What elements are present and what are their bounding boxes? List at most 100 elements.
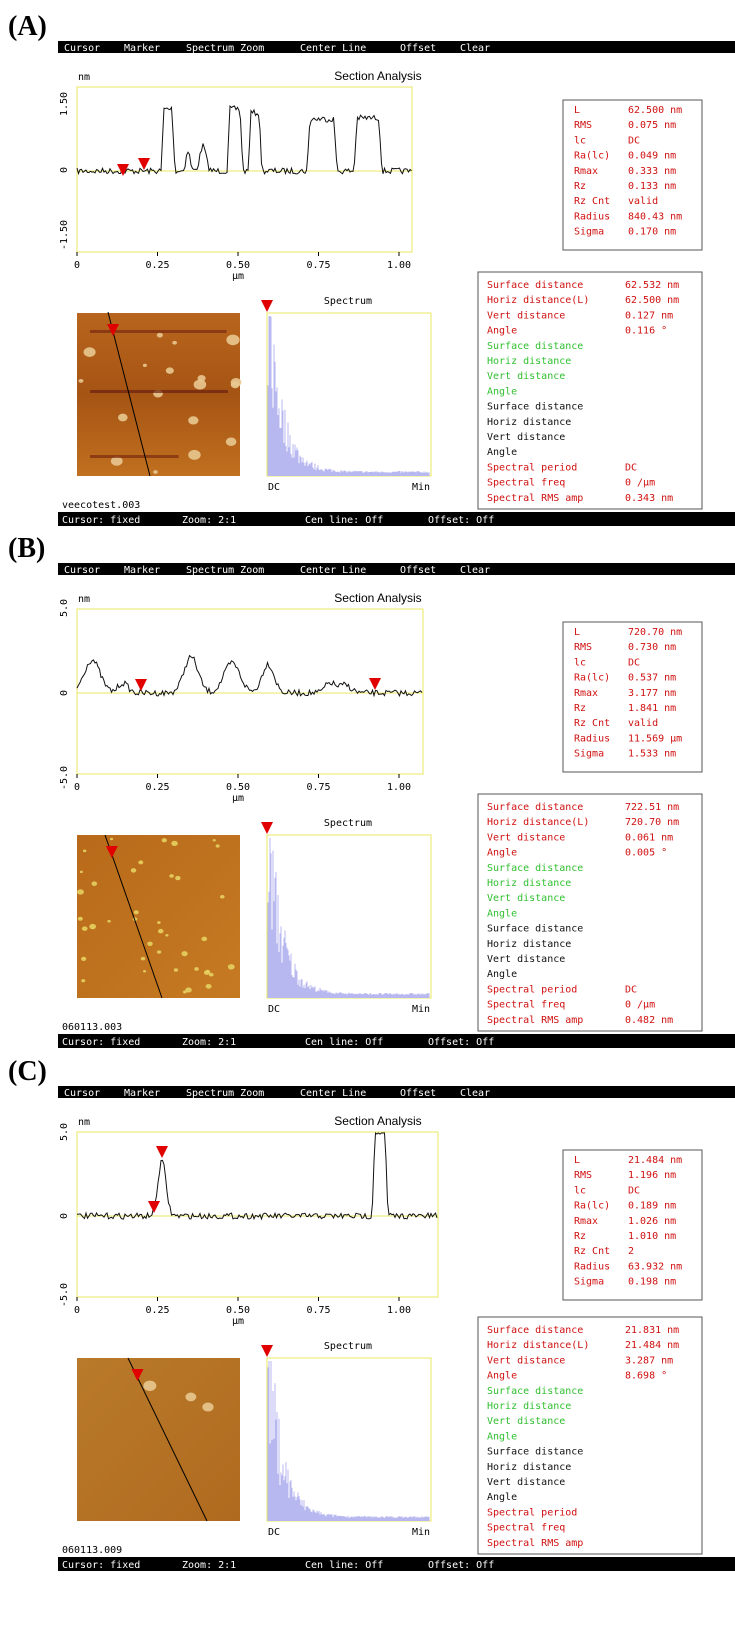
afm-grain (172, 340, 178, 345)
status-bar (58, 1557, 735, 1571)
stat-value: 2 (628, 1246, 634, 1257)
measure-label: Surface distance (487, 1447, 583, 1458)
afm-image (77, 1358, 240, 1521)
stat-value: 1.196 nm (628, 1170, 676, 1181)
afm-grain (188, 449, 201, 460)
stat-value: 0.198 nm (628, 1277, 676, 1288)
stat-label: RMS (574, 1170, 592, 1181)
measure-value: 0.343 nm (625, 493, 673, 504)
menu-item[interactable]: Center Line (300, 565, 366, 576)
menu-item[interactable]: Cursor (64, 1088, 100, 1099)
afm-grain (175, 875, 181, 881)
y-tick-label: 0 (59, 167, 70, 173)
measure-value: 21.484 nm (625, 1340, 679, 1351)
status-item: Cursor: fixed (62, 1560, 140, 1571)
measure-label: Spectral RMS amp (487, 493, 583, 504)
measure-value: 21.831 nm (625, 1325, 679, 1336)
measure-label: Horiz distance (487, 878, 571, 889)
afm-grain (202, 1402, 214, 1412)
stat-label: lc (574, 1185, 586, 1196)
panel-label: (A) (8, 11, 47, 42)
x-tick-label: 1.00 (387, 1305, 411, 1316)
measure-label: Horiz distance (487, 1401, 571, 1412)
afm-grain (107, 919, 111, 923)
menu-item[interactable]: Marker (124, 565, 160, 576)
measure-value: 0.005 ° (625, 848, 667, 859)
menu-item[interactable]: Offset (400, 565, 436, 576)
x-unit: µm (232, 793, 244, 804)
scan-line (107, 311, 151, 477)
menu-item[interactable]: Clear (460, 1088, 490, 1099)
measure-label: Angle (487, 969, 517, 980)
x-unit: µm (232, 1316, 244, 1327)
measure-value: 62.500 nm (625, 295, 679, 306)
menu-item[interactable]: Offset (400, 43, 436, 54)
measure-label: Surface distance (487, 863, 583, 874)
y-tick-label: 0 (59, 690, 70, 696)
analysis-panel: (A) Cursor Marker Spectrum Zoom Center Line O… (8, 11, 735, 526)
spectrum-axis-label: DC (268, 1527, 280, 1538)
menu-item[interactable]: Center Line (300, 43, 366, 54)
afm-streak (90, 390, 229, 393)
measure-value: 3.287 nm (625, 1355, 673, 1366)
afm-grain (138, 860, 144, 865)
afm-grain (220, 894, 225, 899)
x-tick-label: 0.50 (226, 260, 250, 271)
measure-label: Vert distance (487, 954, 565, 965)
status-item: Offset: Off (428, 1560, 494, 1571)
menu-item[interactable]: Marker (124, 43, 160, 54)
menu-item[interactable]: Spectrum Zoom (186, 43, 264, 54)
x-tick-label: 0.75 (306, 1305, 330, 1316)
afm-grain (140, 956, 146, 961)
plot-title: Section Analysis (334, 1114, 421, 1128)
stat-label: Sigma (574, 1277, 604, 1288)
afm-streak (90, 455, 179, 458)
x-tick-label: 0.25 (145, 1305, 169, 1316)
stat-label: Rmax (574, 166, 598, 177)
afm-grain (185, 987, 192, 993)
x-tick-label: 0.25 (145, 260, 169, 271)
afm-grain (193, 379, 207, 390)
menu-item[interactable]: Marker (124, 1088, 160, 1099)
measure-label: Spectral freq (487, 1000, 565, 1011)
menu-item[interactable]: Cursor (64, 565, 100, 576)
measure-value: 0.116 ° (625, 326, 667, 337)
menu-item[interactable]: Center Line (300, 1088, 366, 1099)
x-tick-label: 0.50 (226, 782, 250, 793)
menu-item[interactable]: Offset (400, 1088, 436, 1099)
measure-label: Horiz distance(L) (487, 817, 589, 828)
cursor-marker (117, 164, 129, 176)
measure-label: Spectral freq (487, 478, 565, 489)
measure-label: Surface distance (487, 1386, 583, 1397)
afm-grain (143, 1380, 157, 1391)
profile-trace (76, 1132, 438, 1221)
measure-label: Angle (487, 1492, 517, 1503)
menu-item[interactable]: Spectrum Zoom (186, 1088, 264, 1099)
cursor-marker (156, 1146, 168, 1158)
afm-grain (208, 972, 214, 977)
stat-label: L (574, 1155, 580, 1166)
afm-grain (81, 979, 86, 983)
menu-item[interactable]: Clear (460, 43, 490, 54)
menu-item[interactable]: Clear (460, 565, 490, 576)
menu-item[interactable]: Cursor (64, 43, 100, 54)
x-tick-label: 0 (74, 782, 80, 793)
cursor-marker (369, 678, 381, 690)
stat-value: 1.841 nm (628, 703, 676, 714)
afm-grain (203, 970, 210, 975)
stat-label: Rz (574, 703, 586, 714)
measure-label: Vert distance (487, 1477, 565, 1488)
y-tick-label: 0 (59, 1213, 70, 1219)
menu-item[interactable]: Spectrum Zoom (186, 565, 264, 576)
afm-grain (133, 910, 139, 915)
stat-value: 1.533 nm (628, 749, 676, 760)
afm-grain (188, 416, 199, 425)
measure-label: Spectral RMS amp (487, 1015, 583, 1026)
measure-box (477, 1316, 703, 1555)
spectrum-axis-label: DC (268, 1004, 280, 1015)
measure-label: Spectral period (487, 1507, 577, 1518)
x-tick-label: 1.00 (387, 782, 411, 793)
afm-grain (89, 923, 97, 930)
afm-grain (77, 916, 83, 921)
spectrum-axis-label: Min (412, 1527, 430, 1538)
